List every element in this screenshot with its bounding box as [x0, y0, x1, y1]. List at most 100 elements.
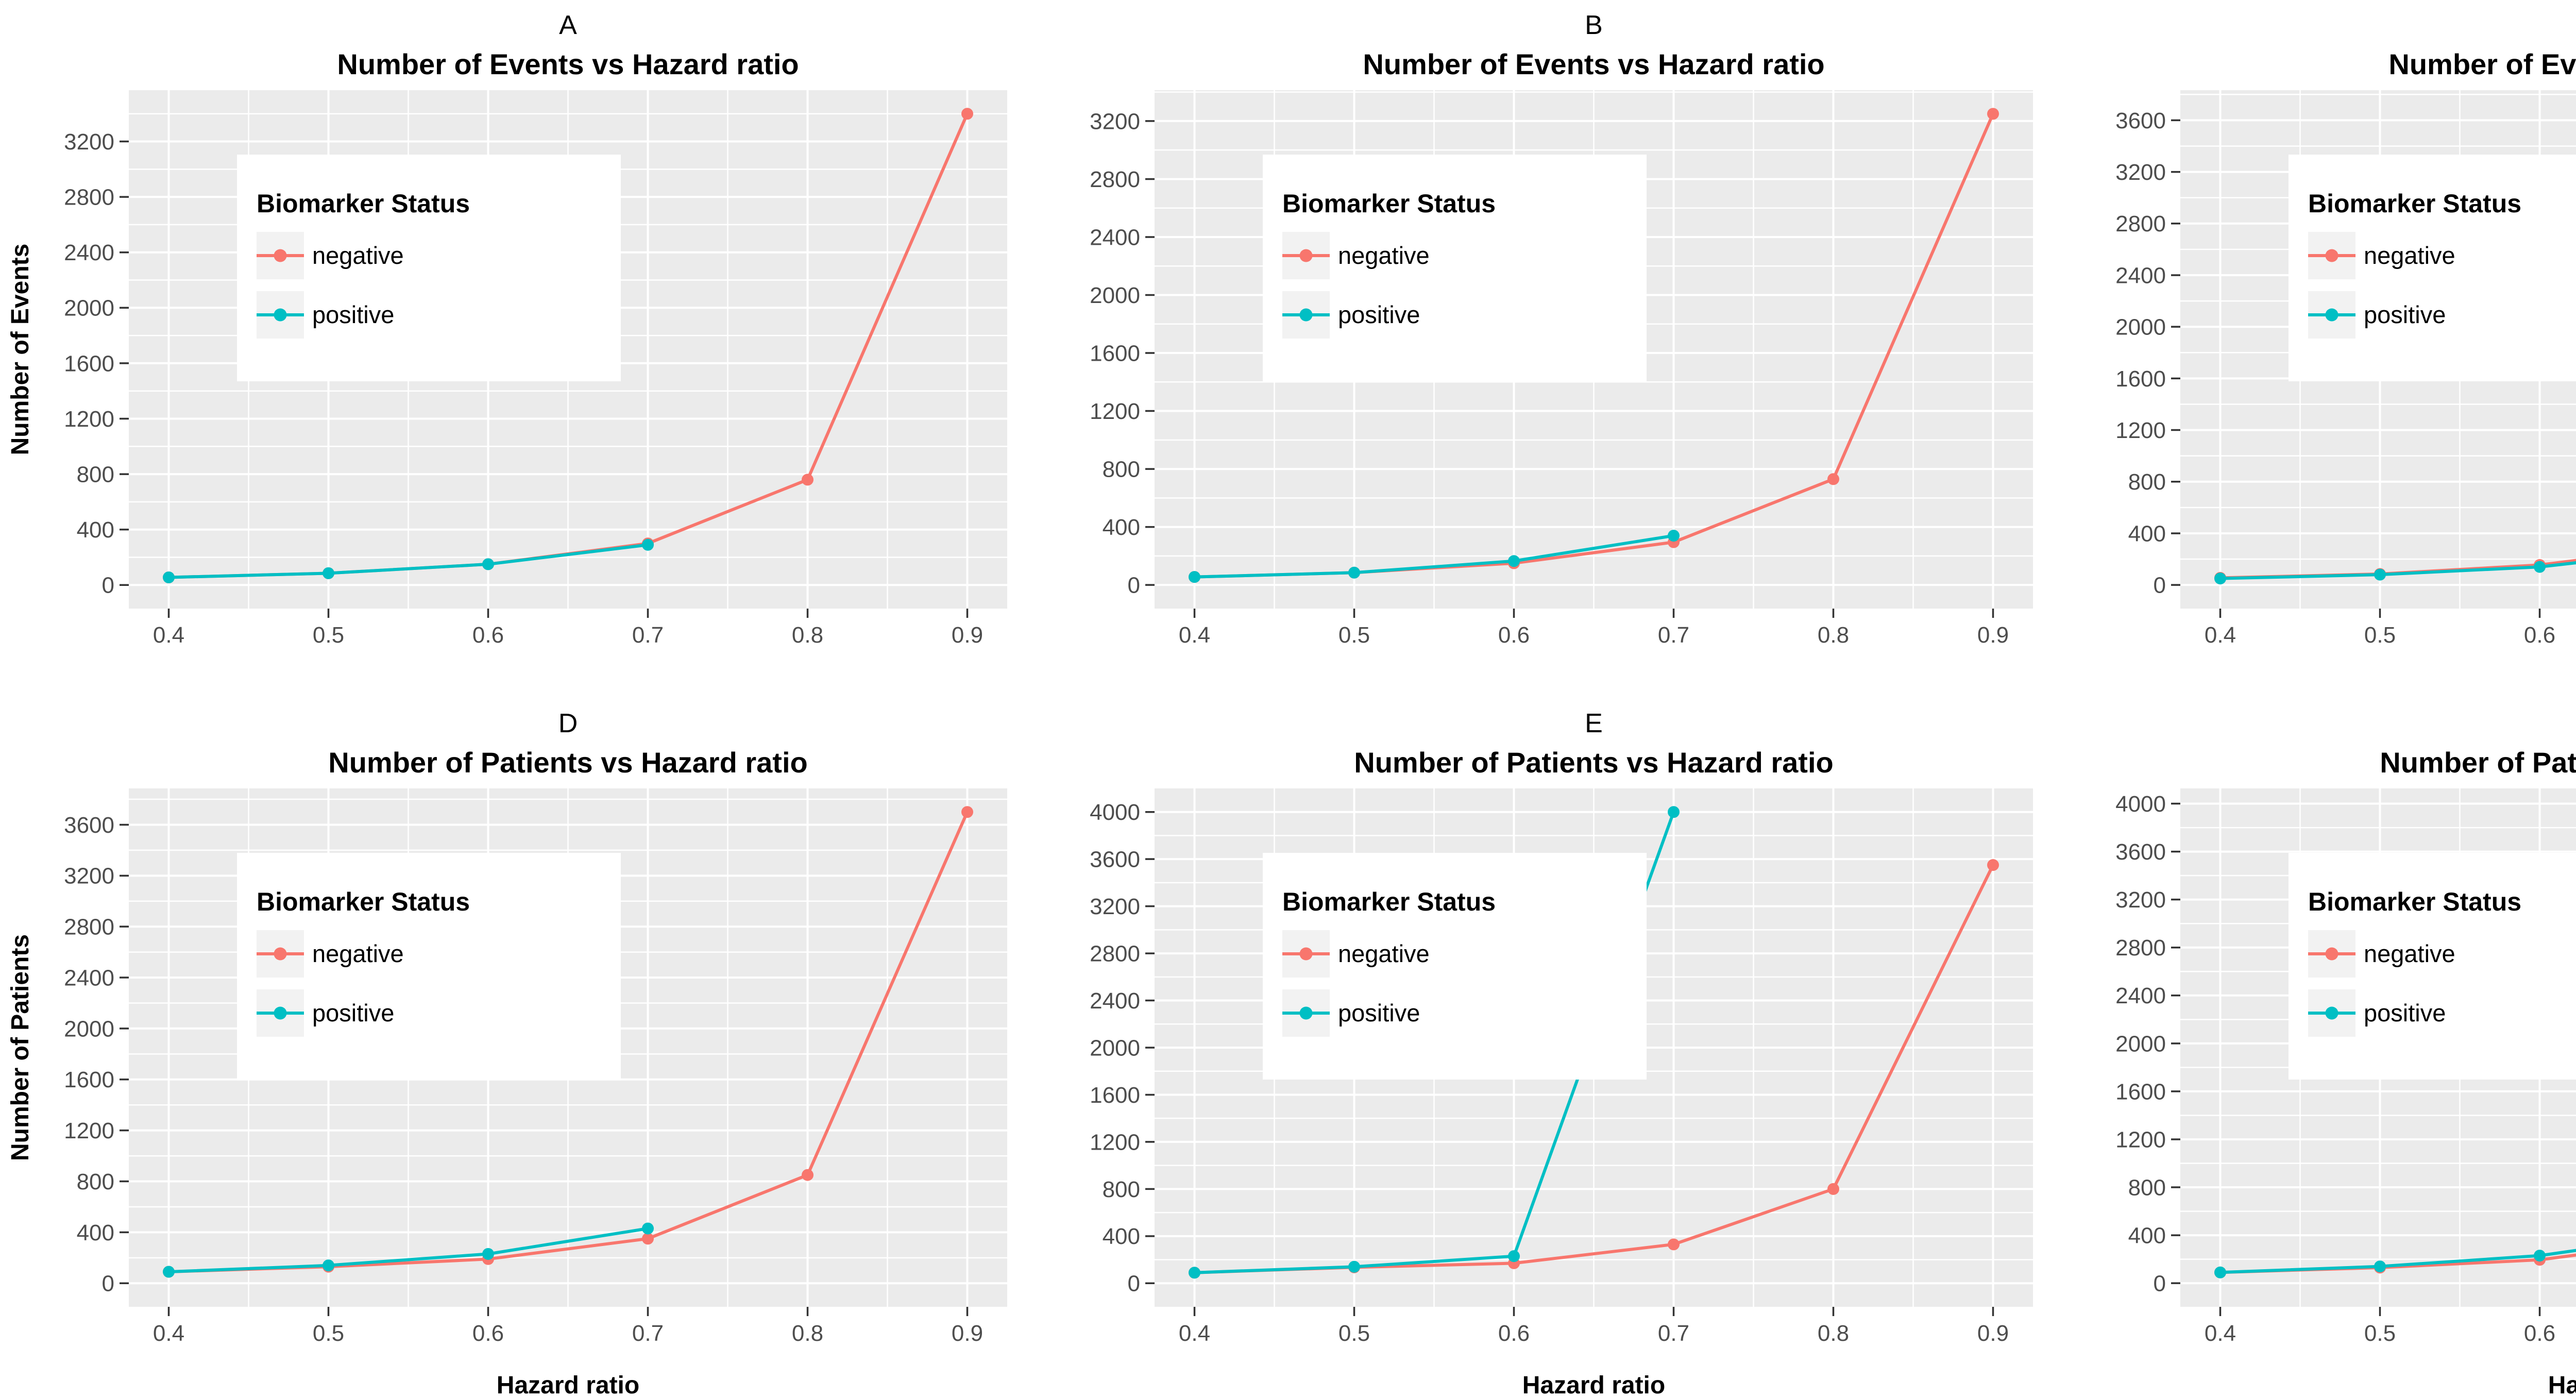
y-tick-label: 2400	[1090, 988, 1140, 1014]
y-tick-label: 3200	[1090, 109, 1140, 134]
legend-title: Biomarker Status	[1282, 189, 1496, 218]
x-tick-label: 0.6	[1498, 622, 1530, 648]
y-tick-label: 2800	[64, 185, 114, 210]
y-tick-label: 3200	[64, 129, 114, 155]
y-tick-label: 2000	[64, 1016, 114, 1041]
y-tick-label: 2000	[1090, 1035, 1140, 1061]
series-negative-point	[642, 1233, 654, 1245]
panel-title: Number of Patients vs Hazard ratio	[2380, 746, 2576, 779]
x-tick-label: 0.6	[2524, 1321, 2555, 1346]
y-tick-label: 1200	[64, 407, 114, 432]
y-tick-label: 800	[1103, 457, 1140, 482]
y-tick-label: 1200	[1090, 1130, 1140, 1155]
series-positive-point	[1668, 806, 1680, 818]
legend: Biomarker Status negative positive	[1263, 155, 1647, 381]
x-axis-title: Hazard ratio	[2548, 1372, 2576, 1396]
panel-title: Number of Events vs Hazard ratio	[2388, 48, 2576, 80]
legend-key-point	[2325, 1006, 2338, 1020]
legend: Biomarker Status negative positive	[2289, 155, 2576, 381]
x-tick-label: 0.5	[1338, 622, 1370, 648]
legend-key-point	[1299, 249, 1313, 262]
y-tick-label: 0	[1128, 573, 1140, 598]
chart-panel: A Number of Events vs Hazard ratio 0 400 800…	[0, 0, 1026, 698]
legend-key-point	[274, 308, 287, 322]
legend-key-point	[2325, 308, 2338, 322]
series-positive-point	[1348, 566, 1360, 579]
x-tick-label: 0.4	[2205, 622, 2236, 648]
y-tick-label: 2400	[64, 240, 114, 265]
legend-entry-label: negative	[312, 940, 404, 967]
series-positive-point	[1189, 571, 1200, 583]
x-axis-title: Hazard ratio	[1522, 1372, 1665, 1396]
x-tick-label: 0.7	[632, 1321, 664, 1346]
y-tick-label: 3600	[1090, 847, 1140, 872]
series-positive-point	[2534, 561, 2546, 573]
series-positive-point	[482, 558, 494, 570]
x-tick-label: 0.9	[952, 1321, 983, 1346]
y-tick-label: 2800	[2115, 935, 2166, 961]
series-positive-point	[1668, 529, 1680, 542]
series-positive-point	[163, 1266, 175, 1278]
y-axis-title: Number of Events	[7, 244, 34, 456]
chart-panel: E Number of Patients vs Hazard ratio 0 400 8…	[1026, 698, 2052, 1396]
y-tick-label: 0	[2154, 1271, 2166, 1297]
series-positive-line	[167, 1226, 650, 1274]
legend-key-point	[1299, 947, 1313, 961]
series-negative-point	[1987, 108, 1999, 120]
y-tick-label: 2400	[1090, 225, 1140, 250]
x-tick-label: 0.8	[1818, 622, 1849, 648]
y-tick-label: 2800	[1090, 941, 1140, 966]
x-tick-label: 0.5	[2364, 622, 2396, 648]
y-tick-label: 3200	[64, 864, 114, 889]
series-positive-point	[1508, 555, 1520, 567]
series-positive-point	[642, 1222, 654, 1235]
legend-entry-label: positive	[312, 999, 394, 1026]
chart-panel: FNumber of Patients vs Hazard ratio04008…	[2052, 698, 2576, 1396]
panel-title: Number of Patients vs Hazard ratio	[328, 746, 807, 779]
panel-title: Number of Events vs Hazard ratio	[1363, 48, 1824, 80]
y-tick-label: 1600	[64, 351, 114, 376]
legend-title: Biomarker Status	[2308, 189, 2521, 218]
chart-C: CNumber of Events vs Hazard ratio0400800…	[2115, 48, 2576, 648]
chart-panel: B Number of Events vs Hazard ratio 0 400 800…	[1026, 0, 2052, 698]
series-negative-point	[1827, 1183, 1839, 1195]
x-tick-label: 0.7	[632, 622, 664, 648]
legend-title: Biomarker Status	[2308, 887, 2521, 916]
y-tick-label: 2800	[2115, 211, 2166, 237]
x-tick-label: 0.6	[1498, 1321, 1530, 1346]
legend-key-point	[274, 249, 287, 262]
y-tick-label: 800	[2128, 1175, 2166, 1200]
y-tick-label: 1600	[64, 1067, 114, 1092]
legend-title: Biomarker Status	[257, 189, 470, 218]
x-tick-label: 0.4	[2205, 1321, 2236, 1346]
y-tick-label: 800	[77, 462, 114, 487]
series-positive-line	[2218, 1249, 2576, 1274]
x-tick-label: 0.8	[792, 622, 823, 648]
y-tick-label: 800	[77, 1169, 114, 1194]
x-tick-label: 0.9	[1977, 622, 2009, 648]
y-tick-label: 1200	[2115, 418, 2166, 443]
legend-entry-label: negative	[2364, 242, 2455, 269]
y-tick-label: 3200	[2115, 887, 2166, 913]
y-tick-label: 1600	[1090, 341, 1140, 366]
y-tick-label: 1600	[2115, 1079, 2166, 1104]
y-tick-label: 400	[77, 517, 114, 543]
x-tick-label: 0.4	[1179, 1321, 1210, 1346]
legend-title: Biomarker Status	[1282, 887, 1496, 916]
legend-entry-label: negative	[2364, 940, 2455, 967]
y-tick-label: 400	[1103, 515, 1140, 540]
y-tick-label: 1600	[1090, 1083, 1140, 1108]
y-tick-label: 0	[102, 1271, 114, 1297]
y-tick-label: 3200	[1090, 894, 1140, 919]
y-tick-label: 1200	[64, 1118, 114, 1143]
chart-panel: CNumber of Events vs Hazard ratio0400800…	[2052, 0, 2576, 698]
series-positive-line	[167, 543, 650, 579]
series-negative-point	[802, 474, 814, 486]
y-tick-label: 400	[1103, 1224, 1140, 1249]
legend-entry-label: positive	[1338, 301, 1420, 328]
x-tick-label: 0.7	[1658, 1321, 1689, 1346]
legend-entry-label: negative	[1338, 242, 1430, 269]
legend-entry-label: positive	[2364, 301, 2446, 328]
series-positive-point	[1508, 1250, 1520, 1263]
